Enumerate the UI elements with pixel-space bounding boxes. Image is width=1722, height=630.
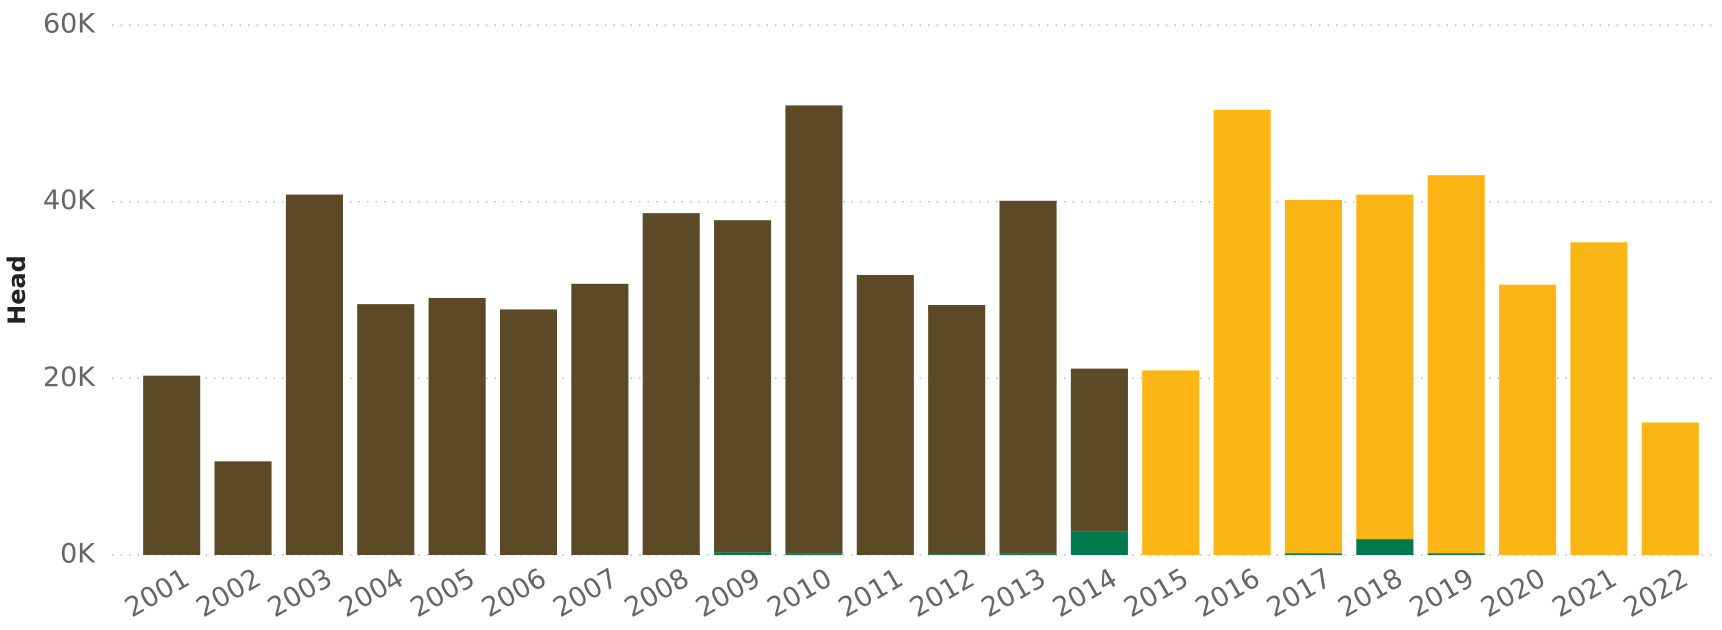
bar-segment bbox=[714, 552, 772, 555]
y-tick-label: 20K bbox=[43, 362, 96, 393]
bar-segment bbox=[1356, 539, 1414, 555]
bar-segment bbox=[999, 553, 1057, 555]
x-tick-label: 2016 bbox=[1190, 563, 1265, 624]
bar-segment bbox=[285, 194, 343, 555]
x-tick-label: 2002 bbox=[191, 563, 266, 624]
x-tick-label: 2018 bbox=[1333, 563, 1408, 624]
bar-segment bbox=[928, 554, 986, 555]
x-tick-label: 2012 bbox=[905, 563, 980, 624]
y-tick-label: 60K bbox=[43, 9, 96, 40]
bar-segment bbox=[999, 200, 1057, 554]
x-tick-label: 2022 bbox=[1619, 563, 1694, 624]
x-tick-label: 2009 bbox=[691, 563, 766, 624]
x-tick-label: 2004 bbox=[334, 563, 409, 624]
x-tick-label: 2019 bbox=[1404, 563, 1479, 624]
x-tick-label: 2003 bbox=[263, 563, 338, 624]
bar-segment bbox=[357, 304, 415, 555]
bar-segment bbox=[1070, 368, 1128, 532]
bar-segment bbox=[714, 220, 772, 553]
x-tick-label: 2015 bbox=[1119, 563, 1194, 624]
bar-segment bbox=[214, 461, 272, 555]
bar-segment bbox=[1499, 284, 1557, 555]
x-tick-label: 2014 bbox=[1048, 563, 1123, 624]
y-axis-label: Head bbox=[3, 255, 31, 325]
x-tick-label: 2010 bbox=[762, 563, 837, 624]
bar-segment bbox=[1142, 370, 1200, 555]
bar-segment bbox=[1427, 175, 1485, 554]
x-tick-label: 2005 bbox=[405, 563, 480, 624]
x-tick-label: 2001 bbox=[120, 563, 195, 624]
bar-segment bbox=[143, 375, 201, 555]
bar-segment bbox=[1213, 109, 1271, 556]
x-tick-label: 2021 bbox=[1547, 563, 1622, 624]
bar-segment bbox=[571, 283, 629, 555]
bar-segment bbox=[928, 305, 986, 555]
bar-segment bbox=[856, 274, 914, 555]
y-tick-label: 40K bbox=[43, 185, 96, 216]
bar-segment bbox=[1356, 194, 1414, 540]
bar-segment bbox=[1570, 242, 1628, 556]
bar-segment bbox=[1070, 531, 1128, 555]
bar-segment bbox=[642, 213, 700, 555]
bar-segment bbox=[1284, 199, 1343, 554]
bar-segment bbox=[428, 297, 486, 555]
bar-segment bbox=[785, 553, 843, 555]
x-tick-label: 2017 bbox=[1262, 563, 1337, 624]
x-tick-label: 2008 bbox=[619, 563, 694, 624]
x-tick-label: 2020 bbox=[1476, 563, 1551, 624]
x-tick-label: 2006 bbox=[477, 563, 552, 624]
x-tick-label: 2007 bbox=[548, 563, 623, 624]
x-tick-label: 2011 bbox=[834, 563, 909, 624]
bar-segment bbox=[1284, 553, 1343, 555]
bar-segment bbox=[499, 309, 558, 555]
x-tick-label: 2013 bbox=[976, 563, 1051, 624]
y-tick-label: 0K bbox=[60, 539, 96, 570]
bar-segment bbox=[785, 105, 843, 554]
bar-segment bbox=[1641, 422, 1699, 555]
bar-segment bbox=[1427, 553, 1485, 555]
